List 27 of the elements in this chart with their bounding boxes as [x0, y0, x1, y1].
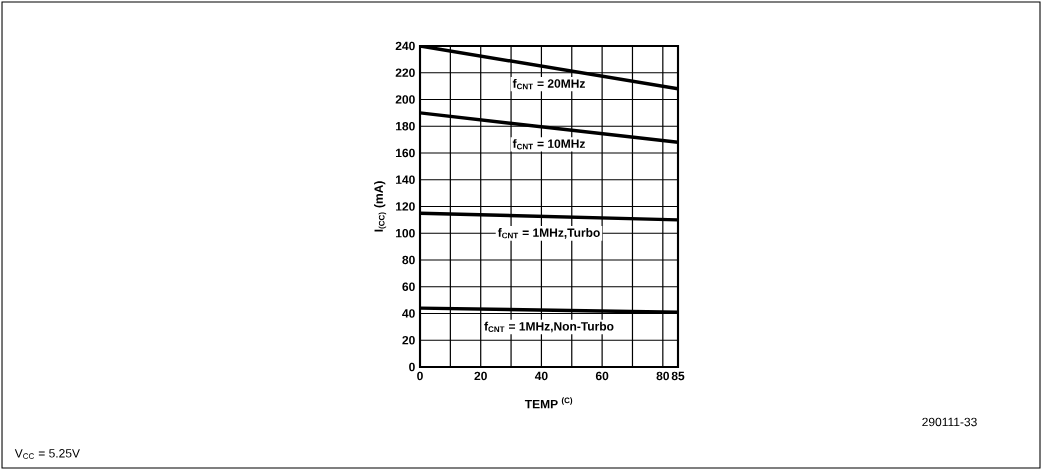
series-label: f$_{CNT}$ = 20MHz	[512, 78, 585, 90]
y-tick-label: 140	[396, 175, 415, 184]
y-tick-label: 40	[402, 309, 415, 318]
y-tick-label: 120	[396, 202, 415, 211]
y-tick-label: 240	[395, 41, 415, 51]
y-tick-label: 220	[395, 68, 415, 77]
text: V$_{CC}$ = 5.25V	[14, 449, 80, 459]
y-tick-label: 100	[396, 228, 415, 238]
y-tick-label: 60	[402, 282, 415, 291]
x-tick-label: 0	[417, 371, 423, 381]
y-tick-label: 200	[395, 95, 415, 104]
y-axis-title: I$_{(CC)}$ (mA)	[374, 181, 387, 232]
series-label: f$_{CNT}$ = 1MHz,Turbo	[497, 228, 600, 239]
y-tick-label: 80	[402, 255, 415, 265]
x-tick-label: 80	[656, 371, 670, 381]
series-label: f$_{CNT}$ = 1MHz,Non-Turbo	[484, 321, 614, 333]
x-tick-label: 85	[671, 371, 685, 381]
x-axis-title: TEMP $^{(C)}$	[524, 397, 573, 409]
y-tick-label: 180	[396, 121, 415, 131]
x-tick-label: 20	[474, 371, 487, 381]
y-tick-label: 20	[402, 335, 415, 345]
y-tick-label: 160	[396, 148, 415, 158]
x-tick-label: 40	[534, 371, 548, 381]
text: 290111-33	[922, 417, 977, 427]
y-tick-label: 0	[409, 362, 415, 372]
series-label: f$_{CNT}$ = 10MHz	[512, 139, 585, 150]
x-tick-label: 60	[595, 371, 609, 381]
